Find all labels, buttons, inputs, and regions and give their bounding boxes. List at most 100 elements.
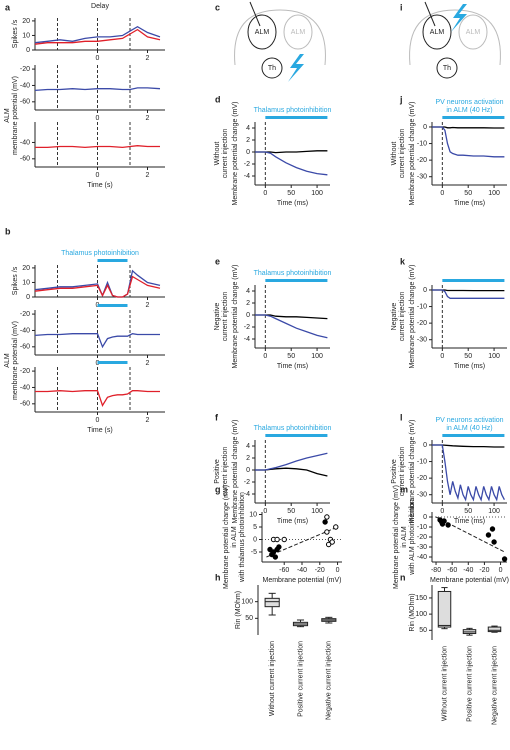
y-axis-label: ALM	[4, 108, 11, 123]
y-tick-label: -60	[20, 344, 30, 351]
trace	[255, 314, 328, 339]
y-tick-label: -2	[244, 324, 250, 331]
panel-title: Thalamus photoinhibition	[61, 250, 139, 257]
category-label: Negative current injection	[491, 646, 498, 725]
panel-letter: f	[215, 412, 219, 422]
trace	[432, 444, 505, 502]
point	[267, 546, 273, 553]
y-axis-label: Spikes /s	[12, 266, 19, 295]
panel-title: in ALM (40 Hz)	[446, 107, 492, 114]
y-tick-label: 150	[415, 595, 427, 602]
x-tick-label: 2	[146, 115, 150, 122]
y-tick-label: -20	[20, 368, 30, 375]
y-tick-label: 0	[253, 536, 257, 543]
point	[281, 536, 287, 543]
y-axis-label: Rin (MOhm)	[235, 591, 242, 629]
point	[276, 544, 282, 550]
x-axis-label: Membrane potential (mV)	[430, 577, 509, 584]
x-tick-label: 50	[287, 508, 295, 515]
region-label: Th	[268, 65, 276, 72]
y-tick-label: 100	[415, 611, 427, 618]
y-tick-label: -10	[417, 303, 427, 310]
panel-letter: h	[215, 572, 221, 582]
x-tick-label: -20	[315, 567, 325, 574]
y-tick-label: -20	[417, 475, 427, 482]
trace	[35, 145, 160, 149]
x-tick-label: 0	[96, 55, 100, 62]
point	[439, 521, 446, 527]
y-tick-label: 0	[26, 47, 30, 54]
x-tick-label: 0	[336, 567, 340, 574]
y-tick-label: -60	[20, 401, 30, 408]
trace	[432, 126, 505, 129]
brain-outline	[409, 9, 501, 66]
side-label: Positive	[214, 459, 221, 484]
thalamus	[436, 57, 458, 79]
panel-letter: e	[215, 256, 220, 266]
panel-letter: l	[400, 412, 403, 422]
panel-letter: g	[215, 484, 221, 494]
y-tick-label: -10	[417, 140, 427, 147]
y-tick-label: 0	[246, 312, 250, 319]
x-axis-label: Time (ms)	[277, 518, 308, 525]
x-tick-label: 100	[311, 508, 323, 515]
y-tick-label: -5	[251, 549, 257, 556]
trace	[432, 289, 505, 292]
x-tick-label: 50	[287, 353, 295, 360]
category-label: Without current injection	[441, 646, 448, 721]
y-tick-label: -30	[417, 337, 427, 344]
y-tick-label: 0	[246, 149, 250, 156]
panel-title: in ALM (40 Hz)	[446, 425, 492, 432]
y-tick-label: 4	[246, 443, 250, 450]
point	[445, 522, 451, 528]
trace	[432, 289, 505, 299]
region-label: ALM	[466, 29, 481, 36]
panel-title: Thalamus photoinhibition	[254, 107, 332, 114]
side-label: current injection	[222, 292, 229, 342]
x-tick-label: 100	[488, 353, 500, 360]
y-tick-label: 10	[22, 32, 30, 39]
y-axis-label: membrane potential (mV)	[12, 321, 19, 400]
x-tick-label: 50	[464, 353, 472, 360]
alm-right	[283, 14, 313, 50]
panel-letter: d	[215, 94, 221, 104]
y-tick-label: -60	[20, 99, 30, 106]
point	[324, 514, 330, 520]
panel-title: Thalamus photoinhibition	[254, 270, 332, 277]
x-axis-label: Membrane potential (mV)	[263, 577, 342, 584]
side-label: Positive	[391, 459, 398, 484]
panel-letter: a	[5, 2, 11, 12]
panel-letter: c	[215, 2, 220, 12]
side-label: current injection	[399, 129, 406, 179]
y-axis-label: Membrane potential change (mV)	[409, 265, 416, 369]
x-tick-label: -40	[463, 567, 473, 574]
category-label: Positive current injection	[466, 646, 473, 722]
light-bolt	[451, 4, 467, 32]
y-axis-label: with ALM photoinhibition	[409, 499, 416, 576]
y-tick-label: -4	[244, 173, 250, 180]
region-label: ALM	[291, 29, 306, 36]
category-label: Positive current injection	[297, 641, 304, 717]
panel-letter: j	[399, 94, 403, 104]
thalamus	[261, 57, 283, 79]
x-tick-label: 0	[263, 190, 267, 197]
box	[487, 626, 502, 633]
y-axis-label: Spikes /s	[12, 19, 19, 48]
y-tick-label: 0	[423, 514, 427, 521]
y-tick-label: 20	[22, 18, 30, 25]
x-axis-label: Time (s)	[87, 427, 112, 434]
y-axis-label: Membrane potential change (mV)	[232, 265, 239, 369]
x-tick-label: -80	[431, 567, 441, 574]
y-tick-label: -2	[244, 479, 250, 486]
stim-bar	[265, 279, 328, 282]
x-tick-label: 0	[440, 353, 444, 360]
y-axis-label: membrane potential (mV)	[12, 76, 19, 155]
y-axis-label: Membrane potential change (mV)	[223, 485, 230, 589]
point	[270, 549, 277, 555]
panel-letter: m	[400, 484, 408, 494]
y-tick-label: 20	[22, 265, 30, 272]
point	[274, 536, 280, 543]
x-tick-label: -40	[297, 567, 307, 574]
y-tick-label: -20	[20, 66, 30, 73]
y-tick-label: 0	[26, 294, 30, 301]
